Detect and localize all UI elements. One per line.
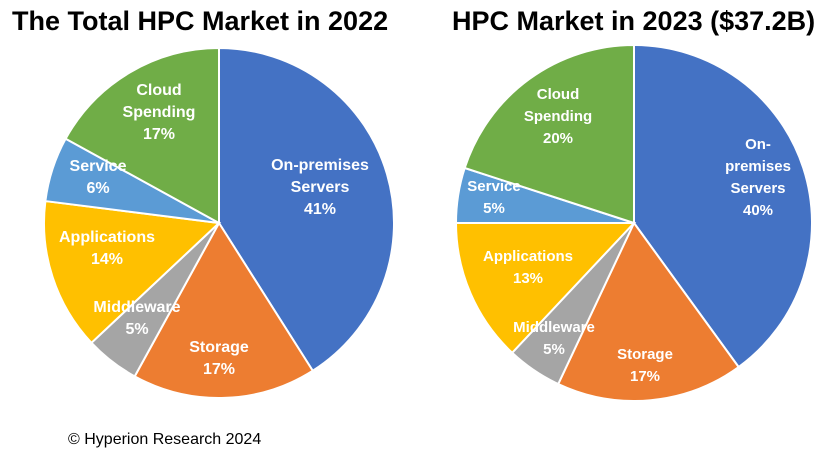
slice-label-storage: Storage 17% <box>617 346 673 385</box>
pie-chart-2023: On-premises Servers 40% Storage 17% Middlewar… <box>454 43 813 402</box>
slice-label-service: Service 6% <box>70 158 127 197</box>
slice-label-cloud-spending: Cloud Spending 17% <box>123 82 196 143</box>
slice-label-storage: Storage 17% <box>189 339 249 378</box>
pie-slice-cloud-spending <box>64 46 220 225</box>
slice-label-cloud-spending: Cloud Spending 20% <box>524 86 592 147</box>
slice-label-service: Service 5% <box>467 178 520 217</box>
copyright-notice: © Hyperion Research 2024 <box>68 431 262 448</box>
pie-slice-cloud-spending <box>463 43 635 225</box>
pie-slice-storage <box>556 221 741 402</box>
pie-slice-on-premises-servers <box>218 46 396 373</box>
slice-label-applications: Applications 14% <box>59 229 155 268</box>
pie-slice-storage <box>133 221 315 399</box>
slice-label-middleware: Middleware 5% <box>513 319 595 358</box>
pie-slice-on-premises-servers <box>633 43 813 369</box>
chart-title-2022: The Total HPC Market in 2022 <box>12 6 389 36</box>
slice-label-on-premises-servers: On-premises Servers 40% <box>725 136 791 219</box>
pie-slice-applications <box>43 199 222 345</box>
slice-label-on-premises-servers: On-premises Servers 41% <box>271 157 369 218</box>
slice-label-middleware: Middleware 5% <box>93 299 180 338</box>
chart-title-2023: HPC Market in 2023 ($37.2B) <box>452 6 816 36</box>
pie-slice-applications <box>454 222 637 355</box>
pie-chart-2022: On-premises Servers 41% Storage 17%Middlewar… <box>43 46 396 399</box>
slice-label-applications: Applications 13% <box>483 248 573 287</box>
